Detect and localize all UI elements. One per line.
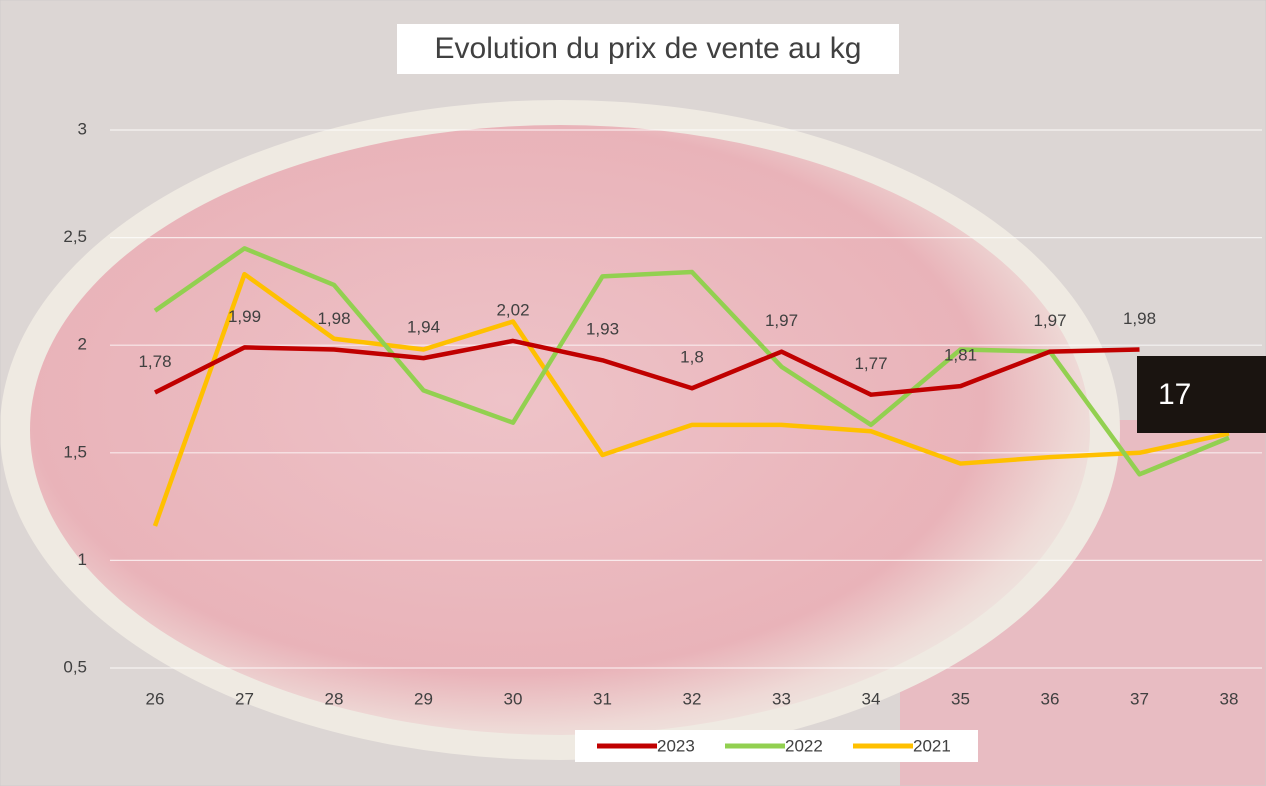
x-tick-label: 34 xyxy=(862,689,881,708)
x-tick-label: 37 xyxy=(1130,689,1149,708)
data-label: 1,98 xyxy=(317,309,350,328)
data-label: 1,78 xyxy=(138,352,171,371)
x-tick-label: 26 xyxy=(146,689,165,708)
legend-label: 2023 xyxy=(657,736,695,755)
x-tick-label: 27 xyxy=(235,689,254,708)
legend-label: 2021 xyxy=(913,736,951,755)
data-label: 1,77 xyxy=(854,354,887,373)
data-label: 1,97 xyxy=(1033,311,1066,330)
data-label: 1,98 xyxy=(1123,309,1156,328)
data-label: 1,93 xyxy=(586,320,619,339)
y-tick-label: 1 xyxy=(78,550,87,569)
y-tick-label: 2 xyxy=(78,335,87,354)
x-tick-label: 32 xyxy=(683,689,702,708)
annotation-box xyxy=(1137,356,1266,433)
data-label: 1,94 xyxy=(407,318,440,337)
x-tick-label: 29 xyxy=(414,689,433,708)
chart-title: Evolution du prix de vente au kg xyxy=(435,32,862,65)
data-label: 1,99 xyxy=(228,307,261,326)
data-label: 1,8 xyxy=(680,348,704,367)
data-label: 2,02 xyxy=(496,300,529,319)
background-melon xyxy=(30,125,1090,735)
annotation: 17 xyxy=(1158,378,1191,411)
x-tick-label: 31 xyxy=(593,689,612,708)
series-line xyxy=(153,338,1140,397)
y-tick-label: 3 xyxy=(78,119,87,138)
title-box xyxy=(397,24,899,74)
x-tick-label: 36 xyxy=(1041,689,1060,708)
legend-label: 2022 xyxy=(785,736,823,755)
x-tick-label: 38 xyxy=(1220,689,1239,708)
data-label: 1,81 xyxy=(944,346,977,365)
x-tick-label: 30 xyxy=(504,689,523,708)
y-tick-label: 0,5 xyxy=(63,657,87,676)
x-tick-label: 33 xyxy=(772,689,791,708)
x-tick-label: 28 xyxy=(325,689,344,708)
y-tick-label: 2,5 xyxy=(63,227,87,246)
data-label: 1,97 xyxy=(765,311,798,330)
y-tick-label: 1,5 xyxy=(63,442,87,461)
x-tick-label: 35 xyxy=(951,689,970,708)
series-line xyxy=(152,271,1230,527)
